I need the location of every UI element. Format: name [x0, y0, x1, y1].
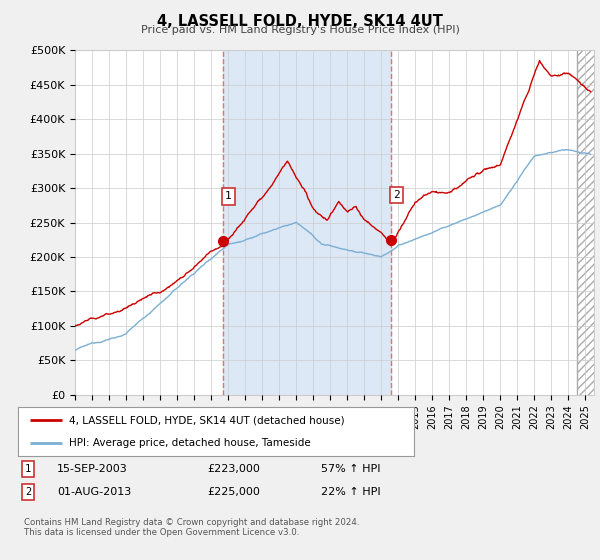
Text: 4, LASSELL FOLD, HYDE, SK14 4UT (detached house): 4, LASSELL FOLD, HYDE, SK14 4UT (detache… [70, 416, 345, 426]
Text: Contains HM Land Registry data © Crown copyright and database right 2024.
This d: Contains HM Land Registry data © Crown c… [24, 518, 359, 538]
Text: Price paid vs. HM Land Registry's House Price Index (HPI): Price paid vs. HM Land Registry's House … [140, 25, 460, 35]
Text: £223,000: £223,000 [207, 464, 260, 474]
Text: 2: 2 [25, 487, 31, 497]
Bar [577, 50, 594, 395]
Text: HPI: Average price, detached house, Tameside: HPI: Average price, detached house, Tame… [70, 438, 311, 448]
Text: 57% ↑ HPI: 57% ↑ HPI [321, 464, 380, 474]
Text: 22% ↑ HPI: 22% ↑ HPI [321, 487, 380, 497]
Text: 1: 1 [225, 192, 232, 202]
Text: 1: 1 [25, 464, 31, 474]
Text: 4, LASSELL FOLD, HYDE, SK14 4UT: 4, LASSELL FOLD, HYDE, SK14 4UT [157, 14, 443, 29]
Text: 01-AUG-2013: 01-AUG-2013 [57, 487, 131, 497]
Bar [577, 50, 594, 395]
Bar [223, 50, 391, 395]
Text: 15-SEP-2003: 15-SEP-2003 [57, 464, 128, 474]
Text: £225,000: £225,000 [207, 487, 260, 497]
Text: 2: 2 [393, 190, 400, 200]
